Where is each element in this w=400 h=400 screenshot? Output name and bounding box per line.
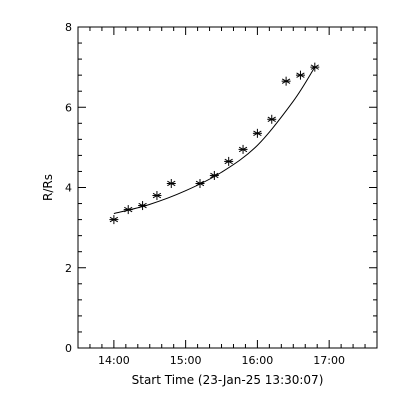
y-tick-label: 2 (65, 262, 72, 275)
fit-line (113, 66, 316, 215)
data-point (224, 156, 234, 166)
data-points (109, 62, 320, 225)
data-point (209, 170, 219, 180)
data-point (152, 191, 162, 201)
plot-frame (77, 26, 378, 349)
y-tick-label: 8 (65, 21, 72, 34)
data-point (295, 70, 305, 80)
y-axis-label: R/Rs (41, 174, 55, 201)
data-point (238, 144, 248, 154)
data-point (123, 205, 133, 215)
x-tick-label: 17:00 (313, 354, 345, 367)
data-point (267, 114, 277, 124)
data-point (252, 128, 262, 138)
data-point (310, 62, 320, 72)
tick-labels: 14:00 15:00 16:00 17:00 0 2 4 6 8 (65, 21, 345, 367)
data-point (281, 76, 291, 86)
data-point (109, 215, 119, 225)
y-tick-label: 0 (65, 342, 72, 355)
data-point (138, 201, 148, 211)
x-tick-label: 14:00 (98, 354, 130, 367)
y-tick-label: 6 (65, 101, 72, 114)
x-tick-label: 15:00 (170, 354, 202, 367)
x-axis-label: Start Time (23-Jan-25 13:30:07) (132, 373, 324, 387)
data-point (195, 178, 205, 188)
axis-ticks (77, 26, 378, 349)
data-point (166, 178, 176, 188)
x-tick-label: 16:00 (242, 354, 274, 367)
y-tick-label: 4 (65, 182, 72, 195)
